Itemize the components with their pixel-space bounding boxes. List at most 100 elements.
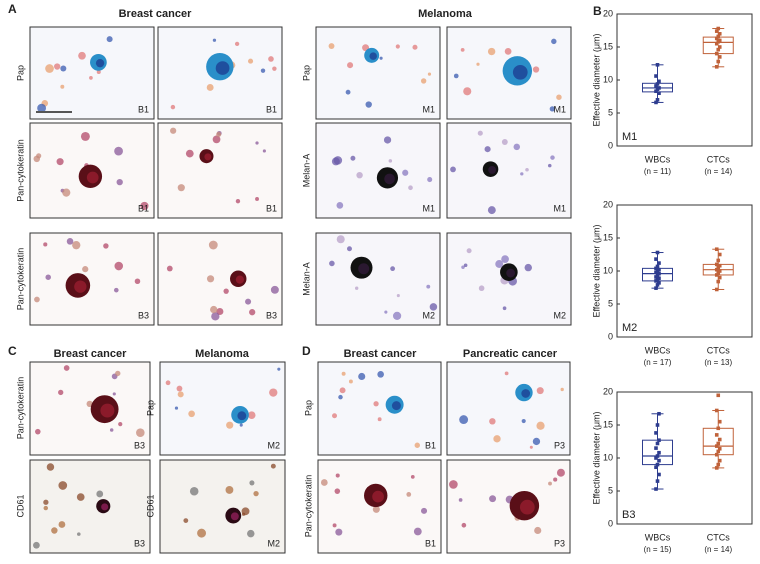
row-label: Pan-cytokeratin: [15, 248, 25, 311]
data-point: [656, 463, 660, 467]
cell: [561, 388, 564, 391]
cell: [188, 410, 195, 417]
cell: [335, 488, 341, 494]
cell: [226, 422, 233, 429]
data-point: [716, 394, 720, 398]
panel-letter: D: [302, 344, 311, 358]
nucleus: [74, 280, 86, 292]
cell: [45, 64, 54, 73]
data-point: [715, 433, 719, 437]
cell: [428, 73, 431, 76]
image-label: M2: [553, 310, 566, 320]
micrograph: [158, 123, 282, 218]
data-point: [718, 55, 722, 59]
y-tick-label: 5: [608, 485, 613, 495]
cell: [450, 167, 456, 173]
nucleus: [87, 172, 99, 184]
data-point: [715, 65, 719, 69]
y-axis-label: Effective diameter (μm): [591, 224, 601, 317]
cell: [463, 87, 471, 95]
y-tick-label: 0: [608, 518, 613, 528]
cell: [337, 235, 345, 243]
data-point: [716, 280, 720, 284]
image-label: B3: [266, 310, 277, 320]
data-point: [657, 451, 661, 455]
cell: [366, 101, 372, 107]
cell: [551, 39, 556, 44]
data-point: [716, 60, 720, 64]
row-label: CD61: [145, 494, 155, 517]
cell: [51, 527, 57, 533]
cell: [58, 390, 63, 395]
category-note: (n = 17): [644, 358, 672, 367]
cell: [60, 65, 66, 71]
micrograph: [160, 460, 285, 553]
row-label: Pap: [301, 65, 311, 81]
cell: [60, 85, 64, 89]
data-point: [657, 80, 661, 84]
nucleus: [96, 59, 104, 67]
cell: [346, 90, 351, 95]
category-label: CTCs: [707, 154, 730, 164]
data-point: [656, 251, 660, 255]
image-label: B1: [425, 440, 436, 450]
cell: [384, 311, 387, 314]
cell: [347, 246, 352, 251]
cell: [175, 406, 178, 409]
nucleus: [506, 269, 515, 278]
row-label: Pap: [15, 65, 25, 81]
image-label: B1: [266, 104, 277, 114]
cell: [461, 48, 465, 52]
cell: [248, 59, 253, 64]
column-title: Pancreatic cancer: [463, 348, 558, 360]
cell: [247, 530, 254, 537]
data-point: [656, 98, 660, 102]
cell: [118, 422, 122, 426]
data-point: [656, 442, 660, 446]
image-label: P3: [554, 440, 565, 450]
image-label: M1: [553, 104, 566, 114]
cell: [207, 275, 214, 282]
nucleus: [358, 263, 369, 274]
nucleus: [204, 153, 211, 160]
nucleus: [237, 411, 246, 420]
cell: [548, 164, 552, 168]
data-point: [656, 423, 660, 427]
cell: [43, 500, 48, 505]
cell: [242, 513, 245, 516]
data-point: [715, 263, 719, 267]
cell: [77, 493, 85, 501]
data-point: [715, 466, 719, 470]
category-note: (n = 14): [704, 167, 732, 176]
cell: [449, 480, 458, 489]
cell: [488, 206, 496, 214]
image-label: M2: [422, 310, 435, 320]
cell: [190, 487, 199, 496]
cell: [59, 521, 66, 528]
y-tick-label: 15: [603, 419, 613, 429]
cell: [459, 415, 468, 424]
cell: [412, 45, 417, 50]
nucleus: [369, 52, 376, 59]
cell: [533, 438, 540, 445]
cell: [411, 475, 415, 479]
cell: [272, 66, 276, 70]
y-tick-label: 10: [603, 265, 613, 275]
y-tick-label: 15: [603, 41, 613, 51]
cell: [550, 155, 554, 159]
y-tick-label: 20: [603, 199, 613, 209]
cell: [505, 48, 512, 55]
cell: [342, 372, 346, 376]
image-label: M1: [422, 104, 435, 114]
cell: [170, 128, 176, 134]
cell: [427, 177, 432, 182]
cell: [514, 144, 521, 151]
cell: [197, 529, 206, 538]
cell: [213, 39, 216, 42]
data-point: [716, 463, 720, 467]
cell: [171, 105, 175, 109]
cell: [135, 278, 141, 284]
data-point: [718, 438, 722, 442]
cell: [54, 63, 60, 69]
cell: [43, 242, 47, 246]
